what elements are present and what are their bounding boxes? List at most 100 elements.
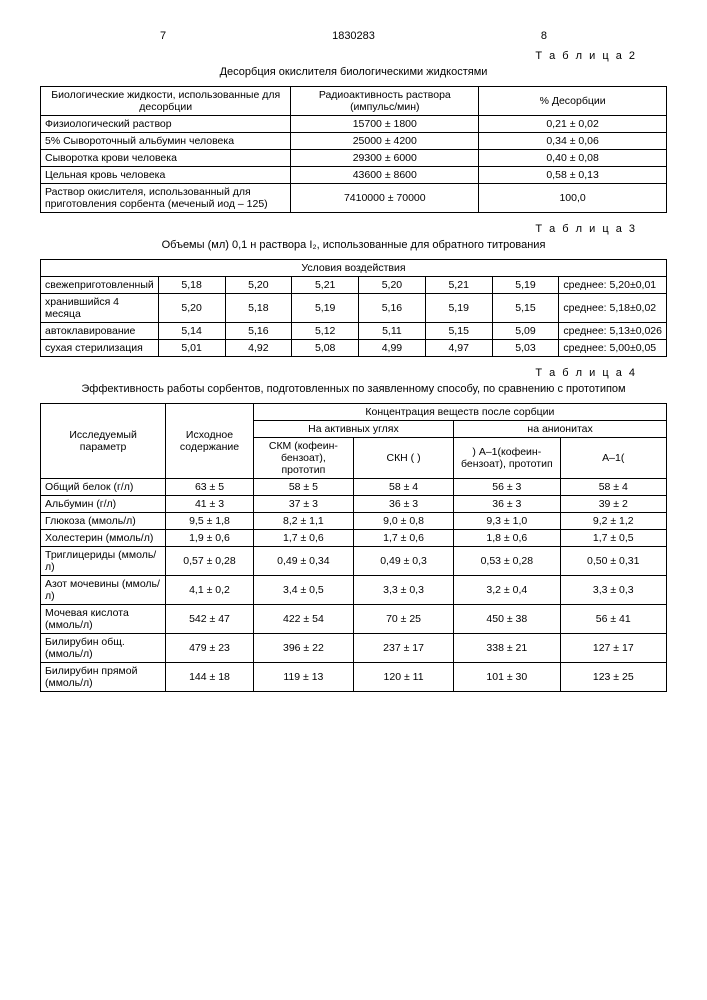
t3r3v3: 5,12 [292,323,359,340]
t3r1lab: свежеприготовленный [41,277,159,294]
t3r4lab: сухая стерилизация [41,340,159,357]
doc-number: 1830283 [332,30,375,42]
t4-row6-c: 450 ± 38 [454,605,560,634]
t4-row8-b: 120 ± 11 [353,663,453,692]
t4-row5-c: 3,2 ± 0,4 [454,576,560,605]
t3r4v4: 4,99 [359,340,426,357]
t2r3c3: 0,40 ± 0,08 [479,150,667,167]
t3r3v5: 5,15 [425,323,492,340]
t3r1v2: 5,20 [225,277,292,294]
t4-row3-b: 1,7 ± 0,6 [353,530,453,547]
t4-row3-c: 1,8 ± 0,6 [454,530,560,547]
t4-row6-a: 422 ± 54 [253,605,353,634]
t3r1v3: 5,21 [292,277,359,294]
t4-h-an: на анионитах [454,421,667,438]
t4-row2-p: Глюкоза (ммоль/л) [41,513,166,530]
table3-label: Т а б л и ц а 3 [40,223,637,235]
t3r2v5: 5,19 [425,294,492,323]
t4-row1-a: 37 ± 3 [253,496,353,513]
t3r2v2: 5,18 [225,294,292,323]
t2r2c2: 25000 ± 4200 [291,133,479,150]
t4-row3-d: 1,7 ± 0,5 [560,530,666,547]
t4-row7-d: 127 ± 17 [560,634,666,663]
t3r1v5: 5,21 [425,277,492,294]
t3r4v1: 5,01 [158,340,225,357]
t4-h-skm: СКМ (кофеин-бензоат), прототип [253,438,353,479]
t2r4c3: 0,58 ± 0,13 [479,167,667,184]
t3r1v6: 5,19 [492,277,559,294]
t4-row4-i: 0,57 ± 0,28 [166,547,254,576]
t4-row2-i: 9,5 ± 1,8 [166,513,254,530]
t4-row1-c: 36 ± 3 [454,496,560,513]
t4-row3-a: 1,7 ± 0,6 [253,530,353,547]
t3r2v3: 5,19 [292,294,359,323]
t4-row7-c: 338 ± 21 [454,634,560,663]
t2r2c3: 0,34 ± 0,06 [479,133,667,150]
page-right: 8 [541,30,547,42]
t4-h-init: Исходное содержание [166,404,254,479]
t3r1v1: 5,18 [158,277,225,294]
t3r2v1: 5,20 [158,294,225,323]
t4-row6-i: 542 ± 47 [166,605,254,634]
t2-h3: % Десорбции [479,87,667,116]
t2-h2: Радиоактивность раствора (импульс/мин) [291,87,479,116]
t3r1m: среднее: 5,20±0,01 [559,277,667,294]
table4: Исследуемый параметр Исходное содержание… [40,403,667,692]
t2r1c2: 15700 ± 1800 [291,116,479,133]
t3r4m: среднее: 5,00±0,05 [559,340,667,357]
table2: Биологические жидкости, использованные д… [40,86,667,213]
t4-h-conc: Концентрация веществ после сорбции [253,404,666,421]
t4-row6-d: 56 ± 41 [560,605,666,634]
t4-row0-c: 56 ± 3 [454,479,560,496]
page-left: 7 [160,30,166,42]
t2r4c1: Цельная кровь человека [41,167,291,184]
t3r4v2: 4,92 [225,340,292,357]
t4-row3-i: 1,9 ± 0,6 [166,530,254,547]
t2r5c2: 7410000 ± 70000 [291,184,479,213]
t3r2lab: хранившийся 4 месяца [41,294,159,323]
t4-row1-b: 36 ± 3 [353,496,453,513]
t3r2v4: 5,16 [359,294,426,323]
table2-label: Т а б л и ц а 2 [40,50,637,62]
t4-row4-a: 0,49 ± 0,34 [253,547,353,576]
t4-row4-b: 0,49 ± 0,3 [353,547,453,576]
t3r1v4: 5,20 [359,277,426,294]
t2r3c1: Сыворотка крови человека [41,150,291,167]
t4-h-a1: А–1( [560,438,666,479]
t4-row2-a: 8,2 ± 1,1 [253,513,353,530]
page-header: 7 1830283 8 [40,30,667,42]
t4-row0-i: 63 ± 5 [166,479,254,496]
t4-row8-i: 144 ± 18 [166,663,254,692]
t2r5c1: Раствор окислителя, использованный для п… [41,184,291,213]
t3r3v6: 5,09 [492,323,559,340]
t4-row8-d: 123 ± 25 [560,663,666,692]
t4-row8-a: 119 ± 13 [253,663,353,692]
t4-row0-d: 58 ± 4 [560,479,666,496]
t2r2c1: 5% Сывороточный альбумин человека [41,133,291,150]
t2r1c3: 0,21 ± 0,02 [479,116,667,133]
t4-row2-c: 9,3 ± 1,0 [454,513,560,530]
t2r5c3: 100,0 [479,184,667,213]
t4-row2-b: 9,0 ± 0,8 [353,513,453,530]
t4-row1-p: Альбумин (г/л) [41,496,166,513]
t3r2m: среднее: 5,18±0,02 [559,294,667,323]
t4-row7-p: Билирубин общ. (ммоль/л) [41,634,166,663]
t3r3v4: 5,11 [359,323,426,340]
table3: Условия воздействия свежеприготовленный … [40,259,667,357]
t4-h-a1p: ) А–1(кофеин-бензоат), прототип [454,438,560,479]
t3r2v6: 5,15 [492,294,559,323]
t3r4v6: 5,03 [492,340,559,357]
t4-row5-p: Азот мочевины (ммоль/л) [41,576,166,605]
t2r1c1: Физиологический раствор [41,116,291,133]
t2-h1: Биологические жидкости, использованные д… [41,87,291,116]
table4-label: Т а б л и ц а 4 [40,367,637,379]
t4-row4-p: Триглицериды (ммоль/л) [41,547,166,576]
t4-row3-p: Холестерин (ммоль/л) [41,530,166,547]
t4-row0-b: 58 ± 4 [353,479,453,496]
t4-row1-d: 39 ± 2 [560,496,666,513]
t4-row8-p: Билирубин прямой (ммоль/л) [41,663,166,692]
t4-row0-p: Общий белок (г/л) [41,479,166,496]
t2r4c2: 43600 ± 8600 [291,167,479,184]
t2r3c2: 29300 ± 6000 [291,150,479,167]
t4-row7-a: 396 ± 22 [253,634,353,663]
